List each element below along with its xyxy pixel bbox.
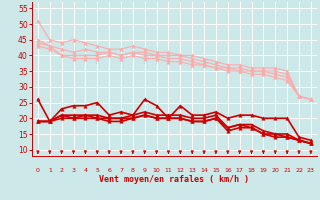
X-axis label: Vent moyen/en rafales ( km/h ): Vent moyen/en rafales ( km/h )	[100, 175, 249, 184]
